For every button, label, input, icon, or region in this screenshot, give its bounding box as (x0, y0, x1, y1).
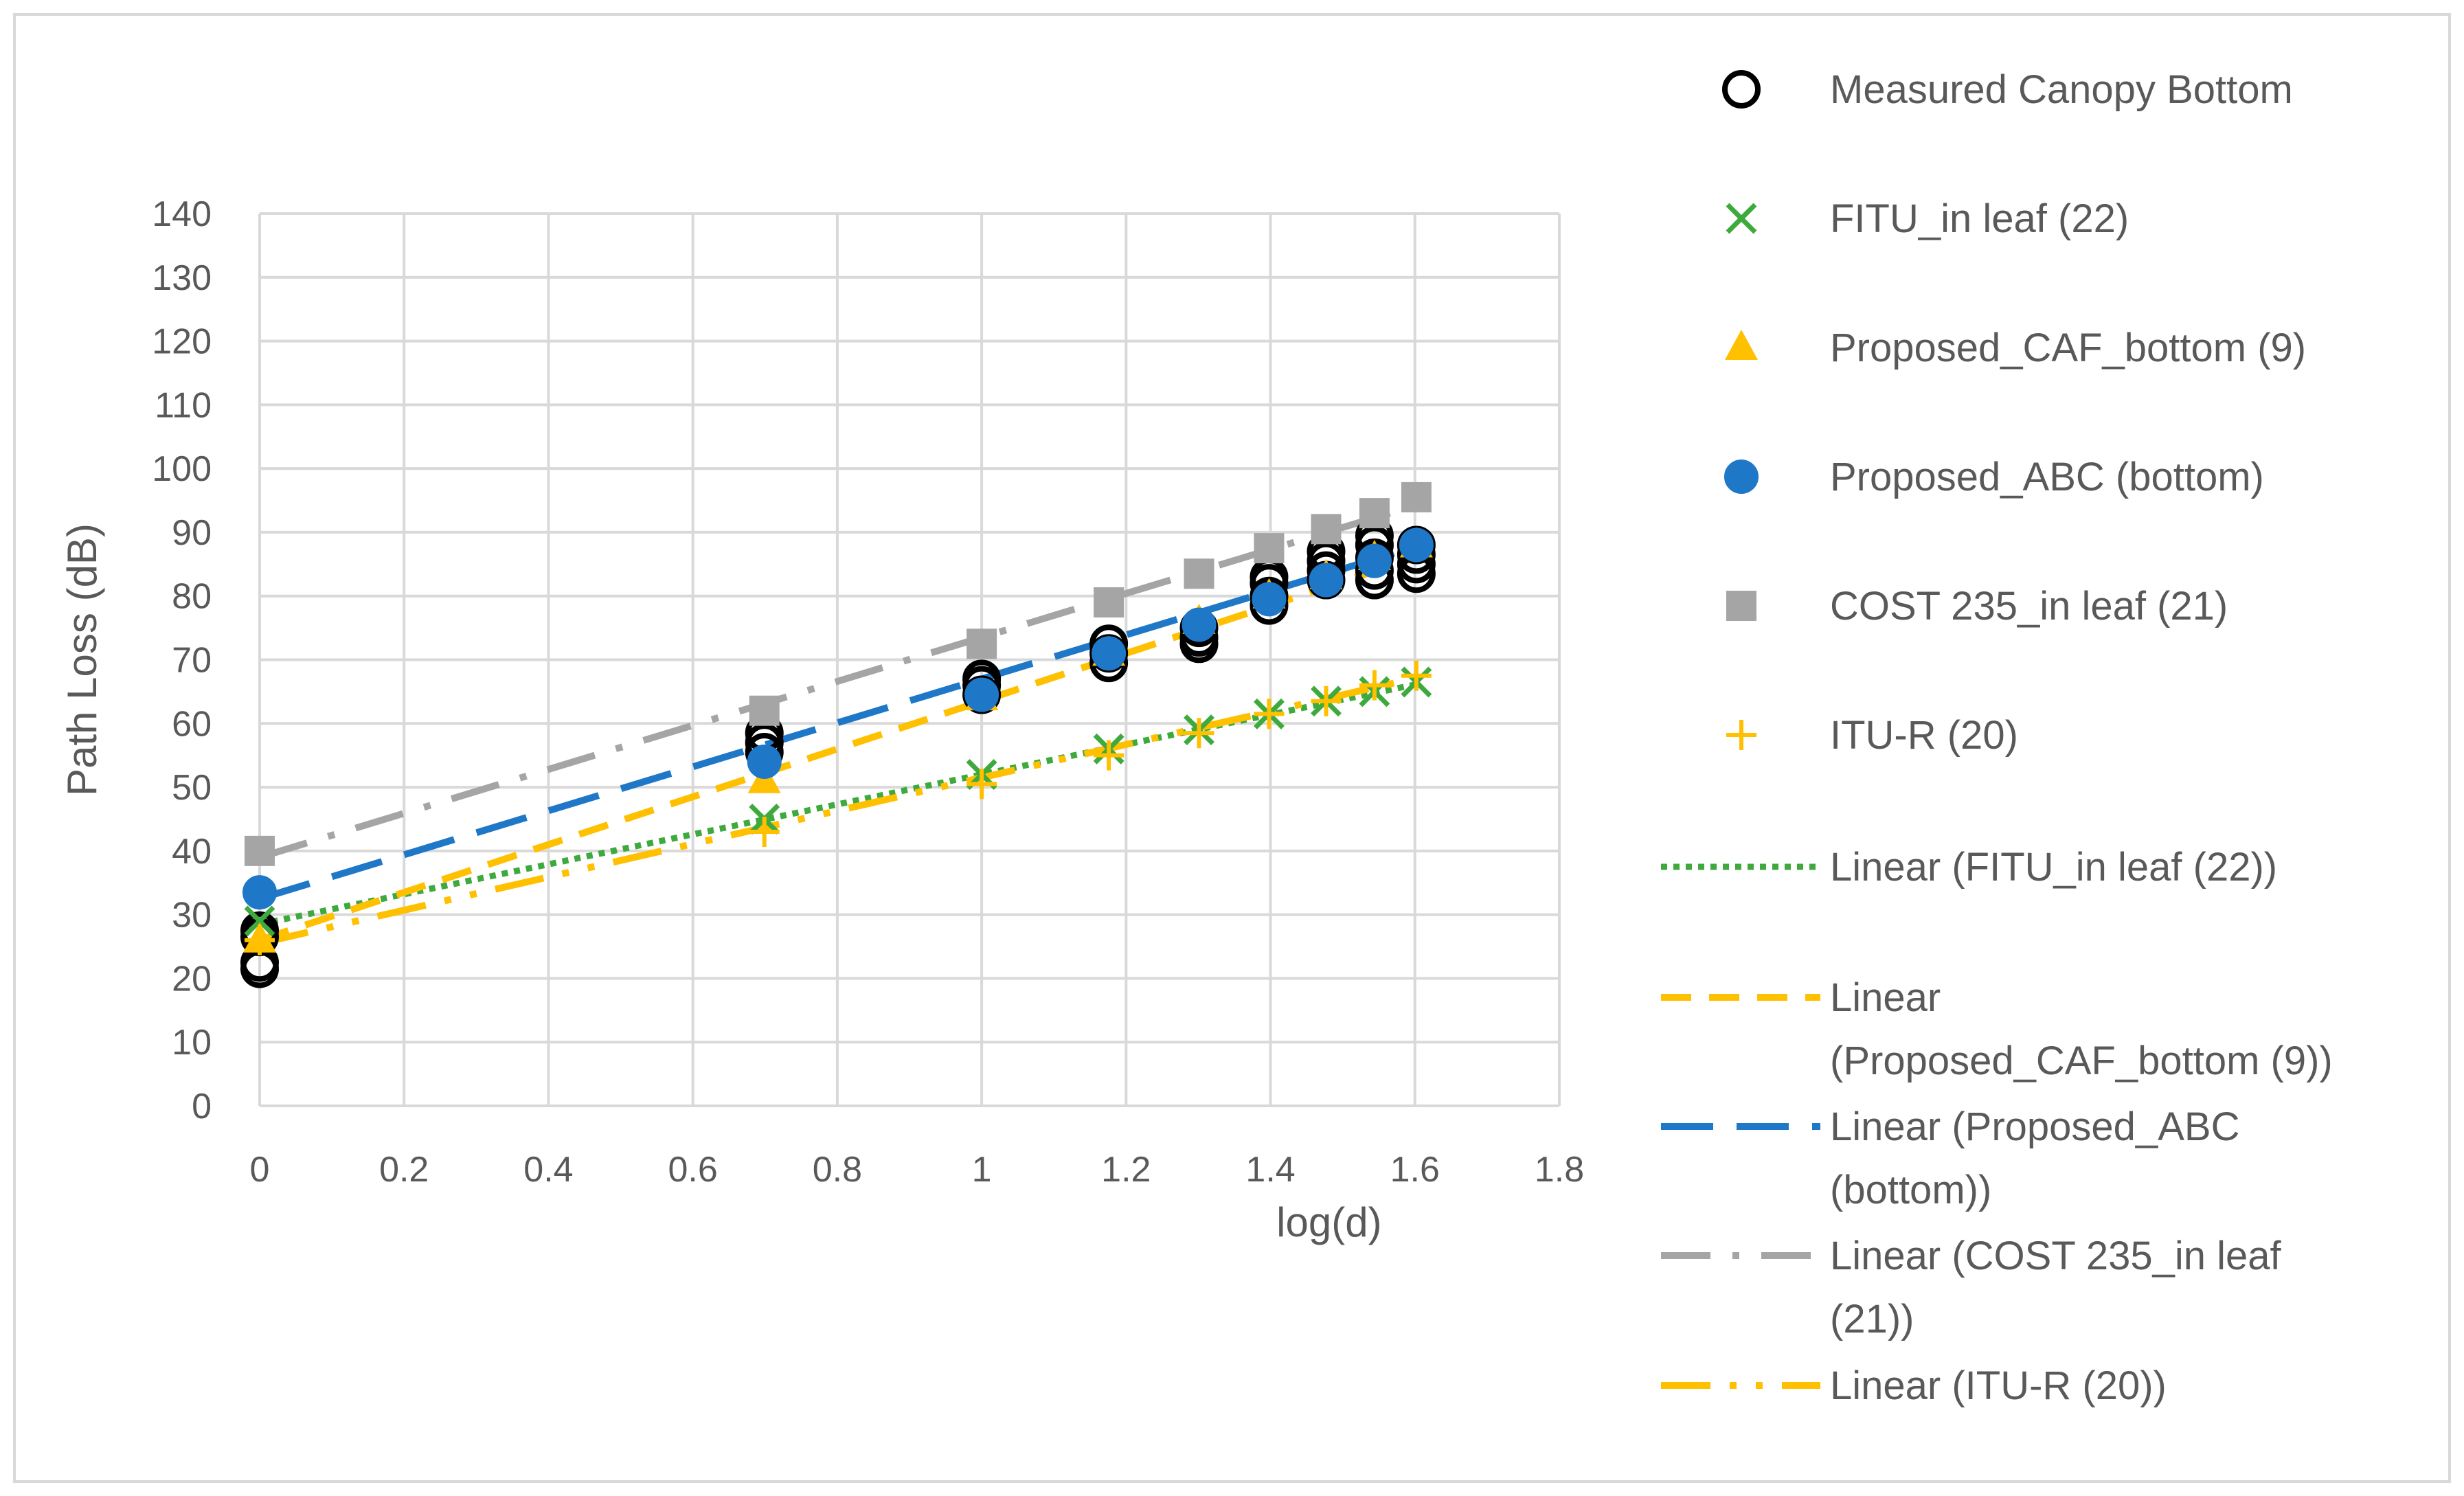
x-tick-label: 1.4 (1245, 1150, 1295, 1190)
legend-marker-1 (1722, 70, 1761, 109)
legend-label: (Proposed_CAF_bottom (9)) (1830, 1039, 2333, 1083)
legend-label: Linear (FITU_in leaf (22)) (1830, 845, 2277, 889)
y-tick-label: 80 (172, 577, 212, 617)
point-plus-8 (1401, 660, 1432, 691)
y-tick-label: 140 (152, 194, 212, 234)
point-plus-0 (245, 925, 275, 955)
point-plus-2 (967, 769, 997, 800)
legend-label: Measured Canopy Bottom (1830, 67, 2293, 112)
x-tick-label: 0.6 (668, 1150, 718, 1190)
legend-marker-3 (1725, 330, 1758, 360)
y-tick-label: 100 (152, 449, 212, 489)
point-plus-4 (1184, 718, 1214, 749)
y-tick-label: 30 (172, 896, 212, 936)
legend-label: (bottom)) (1830, 1168, 1991, 1212)
point-plus-5 (1254, 699, 1285, 729)
point-plus-7 (1359, 670, 1390, 701)
point-circle-filled-5 (1252, 582, 1287, 617)
x-tick-label: 0.2 (379, 1150, 429, 1190)
x-tick-label: 1.6 (1390, 1150, 1440, 1190)
point-square-1 (749, 695, 780, 726)
y-tick-label: 110 (155, 385, 212, 425)
trendline-5 (258, 675, 1417, 947)
legend-marker-5 (1726, 591, 1756, 621)
chart-border (13, 13, 2451, 1483)
point-circle-filled-4 (1182, 607, 1217, 642)
data-points (240, 481, 1436, 988)
x-tick-label: 1.8 (1535, 1150, 1584, 1190)
point-plus-6 (1311, 685, 1342, 716)
point-square-6 (1311, 514, 1342, 545)
legend-label: ITU-R (20) (1830, 713, 2018, 758)
legend-label: COST 235_in leaf (21) (1830, 584, 2228, 628)
y-tick-label: 60 (172, 704, 212, 744)
y-tick-label: 0 (192, 1087, 212, 1126)
x-tick-label: 0 (250, 1150, 270, 1190)
y-tick-label: 20 (172, 959, 212, 999)
legend-label: Linear (COST 235_in leaf (1830, 1234, 2282, 1278)
trendline-2 (258, 554, 1418, 944)
legend-label: Linear (Proposed_ABC (1830, 1104, 2239, 1149)
trendline-4 (258, 501, 1418, 861)
point-circle-filled-1 (747, 744, 782, 779)
point-square-8 (1401, 481, 1432, 512)
x-tick-label: 1 (972, 1150, 992, 1190)
point-square-2 (967, 628, 997, 659)
point-square-5 (1254, 533, 1285, 564)
point-square-4 (1184, 558, 1214, 589)
legend-label: Proposed_ABC (bottom) (1830, 455, 2264, 499)
y-tick-label: 70 (172, 641, 212, 681)
y-tick-label: 130 (152, 258, 212, 298)
point-x-0 (244, 905, 275, 937)
point-square-3 (1094, 587, 1124, 617)
point-square-7 (1359, 498, 1390, 529)
point-circle-filled-3 (1092, 636, 1127, 671)
point-circle-filled-0 (242, 875, 277, 910)
x-tick-label: 1.2 (1101, 1150, 1151, 1190)
legend-marker-6 (1726, 720, 1756, 750)
point-square-0 (245, 835, 275, 866)
axes: 0 10 20 30 40 50 60 70 80 90 100 110 120 130 140 0 0.2 0.… (152, 194, 1584, 1190)
y-tick-label: 40 (172, 832, 212, 872)
y-tick-label: 90 (172, 513, 212, 553)
y-tick-label: 120 (152, 322, 212, 362)
legend-label: Linear (ITU-R (20)) (1830, 1363, 2167, 1408)
legend-label: FITU_in leaf (22) (1830, 196, 2129, 241)
x-tick-label: 0.4 (523, 1150, 573, 1190)
legend-marker-2 (1726, 203, 1757, 234)
gridlines (258, 212, 1561, 1107)
y-tick-label: 50 (172, 768, 212, 808)
legend-label: Proposed_CAF_bottom (9) (1830, 326, 2306, 370)
point-plus-1 (749, 817, 780, 848)
legend-marker-4 (1724, 460, 1759, 494)
point-circle-filled-7 (1357, 543, 1392, 578)
point-plus-3 (1094, 740, 1124, 771)
trendlines (258, 501, 1418, 947)
legend-label: Linear (1830, 975, 1941, 1020)
y-tick-label: 10 (172, 1023, 212, 1063)
x-axis-title: log(d) (1276, 1199, 1381, 1245)
legend-label: (21)) (1830, 1297, 1914, 1341)
point-circle-filled-8 (1399, 528, 1434, 563)
legend: Measured Canopy Bottom FITU_in leaf (22) P… (1661, 67, 2333, 1408)
x-tick-label: 0.8 (813, 1150, 862, 1190)
point-circle-filled-6 (1309, 563, 1344, 598)
y-axis-title: Path Loss (dB) (59, 523, 105, 796)
trendline-3 (258, 543, 1418, 903)
point-circle-filled-2 (964, 677, 999, 712)
